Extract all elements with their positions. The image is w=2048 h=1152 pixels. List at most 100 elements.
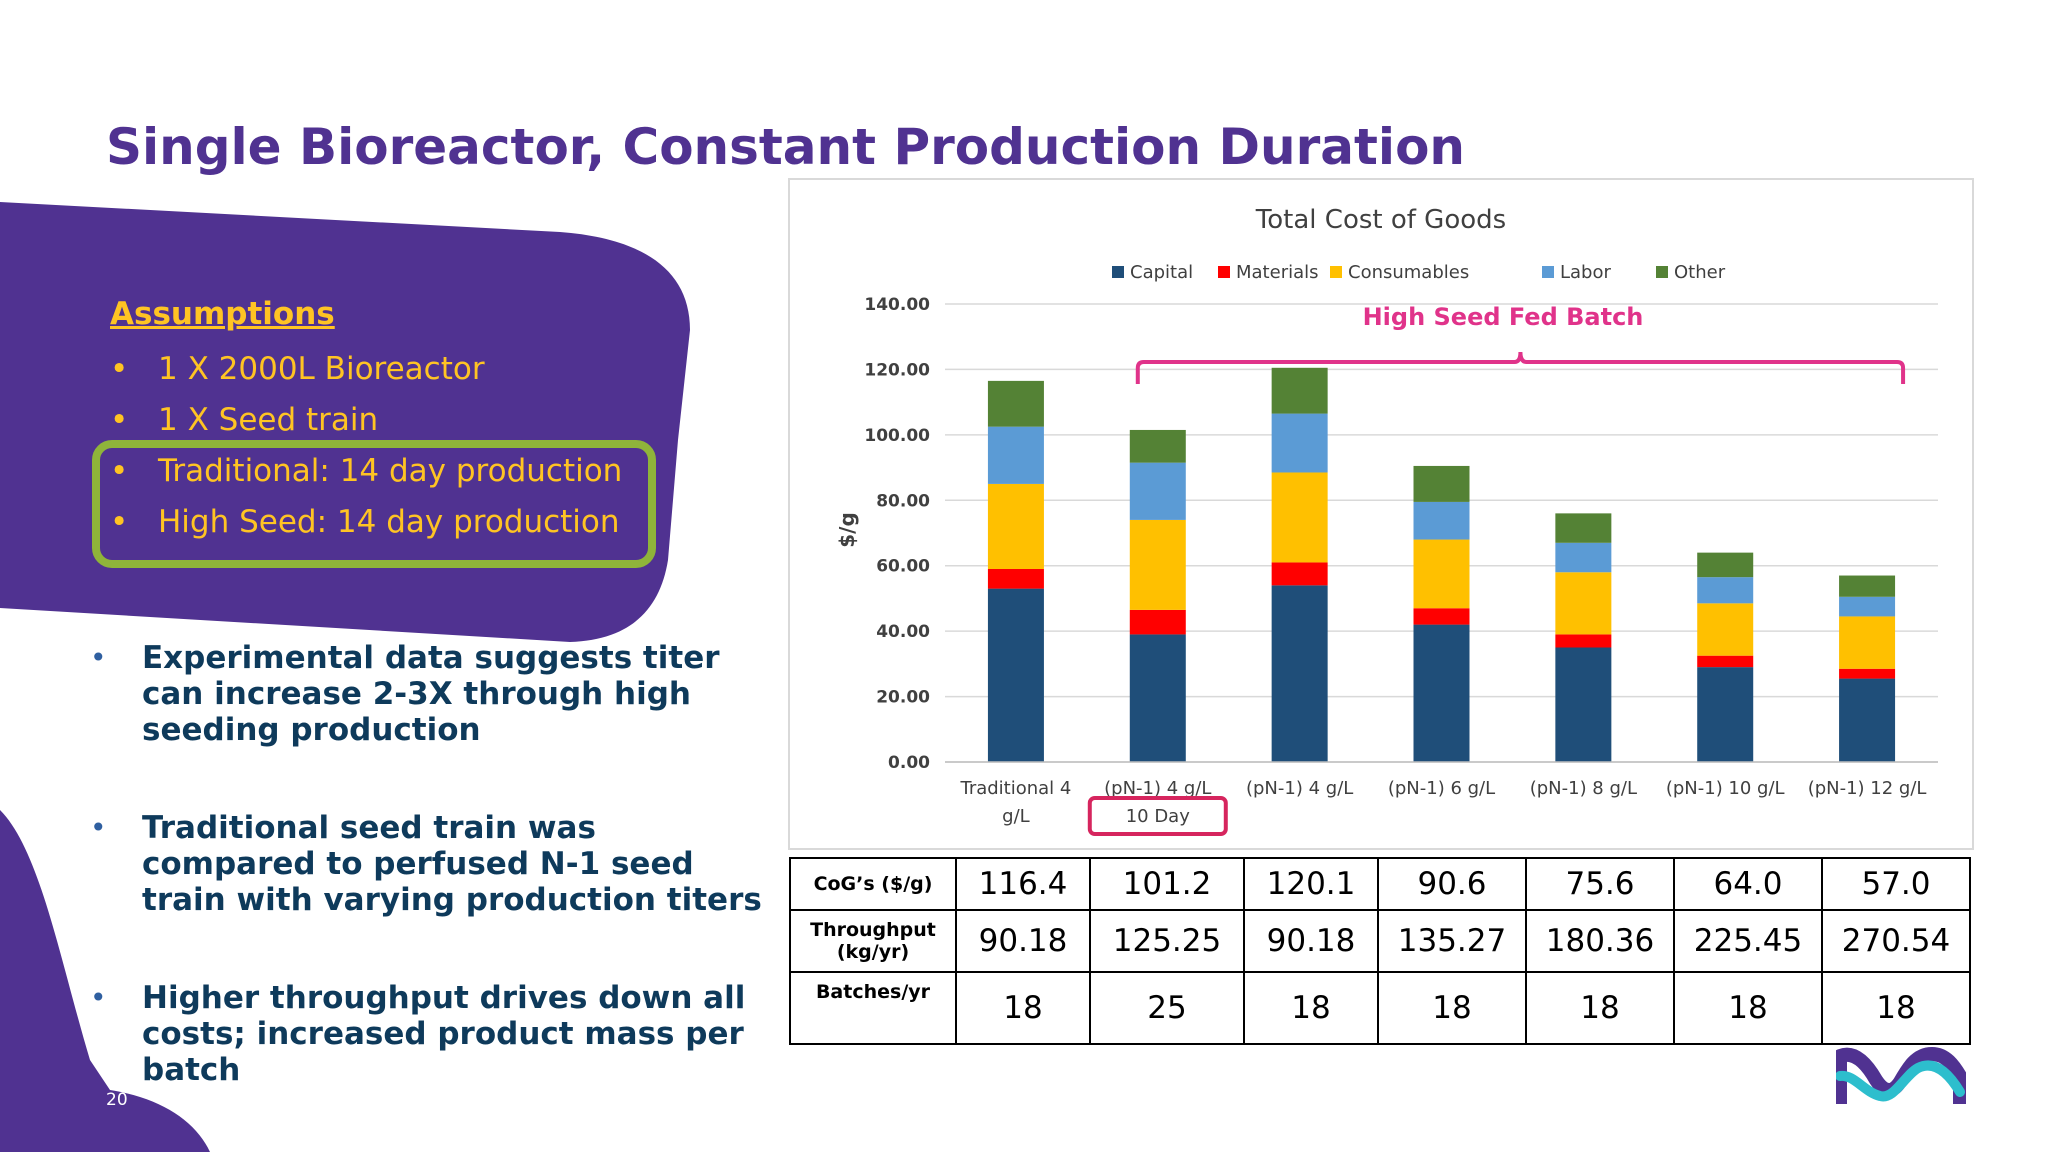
bar-segment-materials [1413,608,1470,625]
cost-of-goods-chart: Total Cost of Goods Capital Materials Consu… [835,205,1938,836]
y-tick-label: 100.00 [864,426,930,446]
bar-segment-consumables [1129,519,1186,610]
table-cell: 125.25 [1089,909,1245,973]
row-header-line: Throughput [810,919,936,941]
bullet-text: Higher throughput drives down all costs;… [142,980,746,1088]
bar-segment-materials [1555,634,1612,648]
table-cell: 101.2 [1089,857,1245,911]
row-header: Throughput (kg/yr) [789,909,957,973]
assumption-text: Traditional: 14 day production [158,453,623,489]
row-header-line: (kg/yr) [836,941,910,963]
legend-label: Labor [1560,262,1611,283]
bar-segment-other [1839,575,1896,597]
table-cell: 90.18 [1243,909,1379,973]
bar-segment-capital [1555,647,1612,762]
legend-swatch [1656,266,1668,278]
bar-segment-other [987,380,1044,427]
y-tick-label: 140.00 [864,295,930,315]
bar-segment-labor [1129,462,1186,520]
bar-segment-capital [1413,624,1470,762]
x-tick-label: (pN-1) 4 g/L [1104,778,1211,799]
x-tick-label: (pN-1) 6 g/L [1388,778,1495,799]
x-tick-label: g/L [1002,806,1030,827]
bar-segment-capital [987,588,1044,762]
y-tick-label: 80.00 [876,491,930,511]
bar-segment-capital [1271,585,1328,762]
table-cell: 25 [1089,971,1245,1045]
table-cell: 57.0 [1821,857,1971,911]
table-cell: 18 [1821,971,1971,1045]
x-tick-label: (pN-1) 10 g/L [1666,778,1785,799]
table-cell: 64.0 [1673,857,1823,911]
legend-swatch [1542,266,1554,278]
legend-label: Materials [1236,262,1319,283]
x-tick-label: 10 Day [1126,806,1191,827]
legend-label: Other [1674,262,1726,283]
bullet-dot: • [90,981,107,1014]
assumptions-heading: Assumptions [110,296,335,332]
bar-segment-capital [1839,678,1896,762]
category-highlight-box [1087,796,1228,836]
assumption-item: • 1 X Seed train [110,395,622,446]
assumption-text: 1 X 2000L Bioreactor [158,351,485,387]
x-tick-label: (pN-1) 8 g/L [1530,778,1637,799]
row-header-line: CoG’s ($/g) [813,873,933,895]
bullet-dot: • [110,504,129,540]
bullet-item: • Higher throughput drives down all costs… [90,980,780,1088]
x-tick-label: (pN-1) 12 g/L [1808,778,1927,799]
bar-segment-other [1555,513,1612,543]
y-tick-label: 60.00 [876,557,930,577]
bar-segment-consumables [1697,603,1754,656]
bullet-text: Experimental data suggests titer can inc… [142,640,720,748]
chart-title: Total Cost of Goods [1255,205,1506,235]
x-tick-label: (pN-1) 4 g/L [1246,778,1353,799]
bar-segment-labor [1555,542,1612,573]
bar-segment-other [1271,367,1328,414]
table-cell: 18 [955,971,1091,1045]
table-cell: 120.1 [1243,857,1379,911]
bullet-dot: • [110,453,129,489]
bar-segment-consumables [1271,472,1328,563]
table-cell: 270.54 [1821,909,1971,973]
assumption-item: • Traditional: 14 day production [110,446,622,497]
chart-frame: Total Cost of Goods Capital Materials Consu… [788,178,1974,850]
bar-segment-consumables [987,483,1044,569]
group-bracket [1135,351,1906,384]
table-cell: 135.27 [1377,909,1527,973]
bar-segment-other [1413,465,1470,502]
bar-segment-materials [987,568,1044,589]
summary-table: CoG’s ($/g) 116.4 101.2 120.1 90.6 75.6 64.0 57… [789,857,1971,1045]
table-cell: 180.36 [1525,909,1675,973]
bar-segment-capital [1129,634,1186,762]
bar-segment-materials [1129,609,1186,635]
bracket-label: High Seed Fed Batch [1363,303,1644,331]
bar-segment-materials [1839,668,1896,679]
bar-segment-consumables [1413,539,1470,609]
bar-segment-consumables [1555,572,1612,635]
legend-swatch [1218,266,1230,278]
y-tick-label: 0.00 [888,753,930,773]
row-header: Batches/yr [789,971,957,1045]
y-axis-label: $/g [835,512,859,548]
assumption-item: • 1 X 2000L Bioreactor [110,344,622,395]
legend-label: Capital [1130,262,1193,283]
table-cell: 90.18 [955,909,1091,973]
slide-title: Single Bioreactor, Constant Production D… [106,118,1466,176]
bar-segment-labor [1271,413,1328,473]
table-cell: 90.6 [1377,857,1527,911]
bar-segment-labor [1413,501,1470,540]
bullet-dot: • [110,351,129,387]
legend-swatch [1112,266,1124,278]
bar-segment-materials [1271,562,1328,586]
table-cell: 18 [1243,971,1379,1045]
bar-segment-labor [1697,577,1754,604]
legend-swatch [1330,266,1342,278]
table-cell: 18 [1377,971,1527,1045]
bar-segment-labor [987,426,1044,484]
bar-segment-other [1697,552,1754,578]
bar-segment-materials [1697,655,1754,668]
y-tick-label: 40.00 [876,622,930,642]
row-header-line: Batches/yr [815,981,931,1003]
bar-segment-labor [1839,596,1896,617]
